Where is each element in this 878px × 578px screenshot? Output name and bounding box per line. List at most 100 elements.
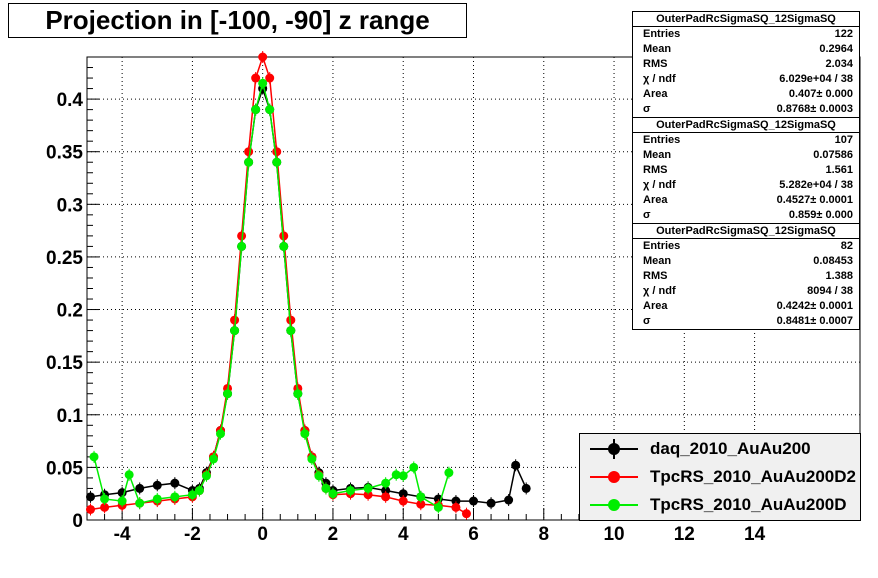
series-tpcrs-d2-point: [451, 502, 461, 512]
series-tpcrs-d2-point: [237, 231, 247, 241]
stats-value: 0.08453: [813, 255, 853, 267]
series-tpcrs-d-point: [117, 496, 127, 506]
y-tick-label: 0.25: [46, 248, 83, 269]
series-tpcrs-d-point: [444, 468, 454, 478]
stats-value: 1.388: [825, 270, 853, 282]
y-tick-label: 0.15: [46, 353, 83, 374]
series-tpcrs-d-point: [244, 157, 254, 167]
series-tpcrs-d-point: [216, 429, 226, 439]
stats-value: 0.8768± 0.0003: [776, 103, 853, 115]
series-daq-point: [511, 460, 521, 470]
series-tpcrs-d2-point: [279, 231, 289, 241]
series-tpcrs-d-point: [89, 452, 99, 462]
x-tick-label: 14: [744, 524, 766, 545]
stats-label: Area: [643, 194, 668, 206]
series-tpcrs-d2-point: [244, 147, 254, 157]
series-tpcrs-d-point: [346, 486, 356, 496]
stats-value: 1.561: [825, 164, 853, 176]
series-tpcrs-d2-point: [416, 499, 426, 509]
stats-label: Entries: [643, 28, 681, 40]
stats-value: 0.2964: [819, 43, 853, 55]
series-tpcrs-d-point: [286, 326, 296, 336]
series-tpcrs-d-point: [251, 105, 261, 115]
stats-label: σ: [643, 209, 651, 221]
stats-label: Entries: [643, 240, 681, 252]
series-tpcrs-d-point: [363, 483, 373, 493]
series-tpcrs-d-point: [279, 241, 289, 251]
stats-label: χ / ndf: [643, 179, 676, 191]
series-tpcrs-d-point: [398, 471, 408, 481]
stats-value: 0.859± 0.000: [788, 209, 853, 221]
stats-label: Area: [643, 300, 668, 312]
stats-value: 0.4527± 0.0001: [776, 194, 853, 206]
legend-label: TpcRS_2010_AuAu200D: [650, 495, 847, 514]
series-tpcrs-d2-point: [461, 509, 471, 519]
x-tick-label: 4: [398, 524, 409, 545]
stats-header: OuterPadRcSigmaSQ_12SigmaSQ: [633, 224, 859, 239]
series-tpcrs-d-point: [187, 490, 197, 500]
stats-label: Entries: [643, 134, 681, 146]
series-tpcrs-d-point: [170, 492, 180, 502]
legend-item: TpcRS_2010_AuAu200D2: [580, 464, 860, 490]
series-tpcrs-d-point: [272, 157, 282, 167]
stats-box-daq: OuterPadRcSigmaSQ_12SigmaSQ Entries 122 M…: [632, 11, 860, 118]
stats-value: 107: [834, 134, 853, 146]
series-tpcrs-d-point: [223, 389, 233, 399]
stats-label: RMS: [643, 270, 668, 282]
series-tpcrs-d2-point: [286, 315, 296, 325]
series-tpcrs-d2-point: [265, 73, 275, 83]
series-tpcrs-d-point: [201, 471, 211, 481]
y-tick-label: 0.35: [46, 143, 83, 164]
stats-value: 0.4242± 0.0001: [776, 300, 853, 312]
series-tpcrs-d-point: [381, 478, 391, 488]
series-tpcrs-d2-point: [100, 502, 110, 512]
series-tpcrs-d2-point: [258, 52, 268, 62]
series-daq-point: [152, 480, 162, 490]
x-tick-label: 0: [257, 524, 268, 545]
series-tpcrs-d-point: [433, 502, 443, 512]
series-tpcrs-d-point: [307, 454, 317, 464]
legend-marker: [584, 439, 644, 459]
legend-item: TpcRS_2010_AuAu200D: [580, 492, 860, 518]
series-tpcrs-d-point: [258, 78, 268, 88]
series-daq-point: [451, 496, 461, 506]
stats-label: Mean: [643, 43, 672, 55]
stats-value: 2.034: [825, 58, 853, 70]
series-daq-point: [170, 478, 180, 488]
stats-label: Mean: [643, 255, 672, 267]
series-tpcrs-d2-point: [230, 315, 240, 325]
series-tpcrs-d-point: [321, 483, 331, 493]
series-tpcrs-d2-point: [251, 73, 261, 83]
x-tick-label: -4: [114, 524, 131, 545]
stats-label: RMS: [643, 58, 668, 70]
series-tpcrs-d2-point: [363, 490, 373, 500]
series-daq-point: [135, 483, 145, 493]
series-daq-point: [381, 486, 391, 496]
y-tick-label: 0: [72, 511, 83, 532]
y-tick-label: 0.05: [46, 458, 83, 479]
series-tpcrs-d-point: [265, 105, 275, 115]
series-tpcrs-d-point: [314, 471, 324, 481]
series-tpcrs-d-point: [409, 462, 419, 472]
legend-marker: [584, 467, 644, 487]
x-tick-label: -2: [184, 524, 201, 545]
series-daq-point: [86, 492, 96, 502]
x-tick-label: 12: [674, 524, 695, 545]
series-daq-point: [521, 483, 531, 493]
stats-value: 0.8481± 0.0007: [776, 315, 853, 327]
stats-label: Mean: [643, 149, 672, 161]
series-tpcrs-d-point: [237, 241, 247, 251]
series-tpcrs-d2-point: [86, 504, 96, 514]
series-tpcrs-d2-point: [398, 496, 408, 506]
x-tick-label: 10: [603, 524, 624, 545]
stats-value: 6.029e+04 / 38: [779, 73, 853, 85]
series-tpcrs-d-point: [124, 470, 134, 480]
stats-label: Area: [643, 88, 668, 100]
x-tick-label: 6: [468, 524, 479, 545]
stats-value: 122: [834, 28, 853, 40]
series-daq-point: [469, 496, 478, 506]
series-tpcrs-d-point: [100, 494, 110, 504]
series-tpcrs-d-point: [300, 429, 310, 439]
y-tick-label: 0.4: [57, 90, 84, 111]
series-tpcrs-d2-point: [381, 492, 391, 502]
